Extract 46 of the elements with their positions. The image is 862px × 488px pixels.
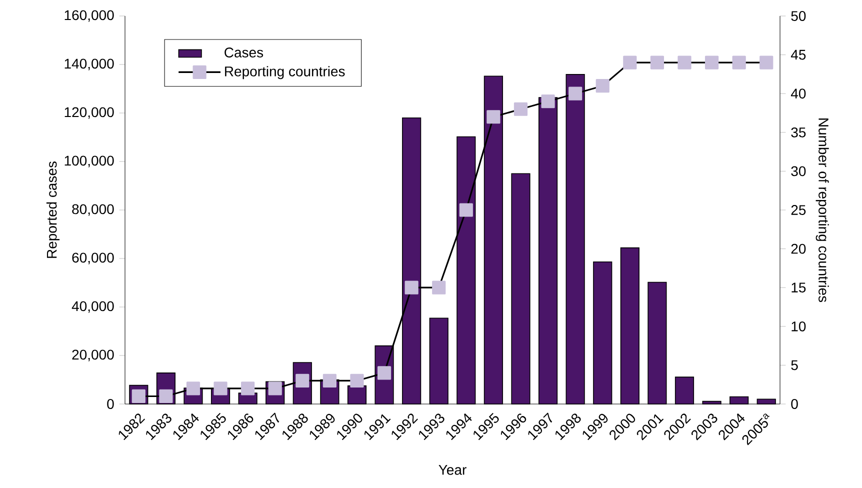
y-axis-title: Reported cases: [46, 162, 60, 258]
y-tick-label: 40,000: [72, 301, 114, 313]
point: [623, 56, 637, 70]
y-tick-label: 20,000: [72, 350, 114, 362]
y-tick-label: 60,000: [72, 252, 114, 264]
legend-label: Cases: [224, 48, 264, 58]
y2-tick-label: 35: [791, 127, 806, 138]
x-axis-title: Year: [438, 465, 466, 475]
y-tick-label: 80,000: [72, 204, 114, 216]
y-tick-label: 140,000: [64, 58, 114, 70]
y-tick-label: 100,000: [64, 156, 114, 168]
point: [650, 56, 664, 70]
point: [322, 374, 336, 388]
y2-axis-title: Number of reporting countries: [816, 118, 829, 302]
y2-tick-label: 40: [790, 88, 806, 99]
y2-tick-label: 0: [791, 399, 798, 409]
y2-tick-label: 5: [791, 360, 798, 370]
point: [241, 382, 255, 396]
y-tick-label: 160,000: [64, 10, 114, 22]
y2-tick-label: 25: [791, 205, 806, 215]
point: [186, 382, 200, 396]
y2-tick-label: 45: [790, 50, 806, 60]
y2-tick-label: 20: [791, 244, 806, 254]
point: [377, 366, 392, 380]
point: [432, 280, 446, 294]
point: [568, 86, 582, 100]
y2-tick-label: 30: [791, 166, 806, 176]
y2-tick-label: 10: [792, 321, 806, 332]
y-tick-label: 0: [107, 399, 114, 409]
y-tick-label: 120,000: [64, 107, 114, 119]
y2-tick-label: 50: [791, 11, 806, 21]
legend-label: Reporting countries: [225, 66, 345, 80]
point: [732, 56, 746, 70]
point: [486, 110, 500, 124]
point: [459, 203, 473, 217]
point: [404, 280, 418, 294]
point: [541, 94, 555, 108]
point: [678, 56, 692, 70]
y2-tick-label: 15: [792, 282, 806, 292]
point: [159, 389, 173, 404]
point: [704, 56, 719, 70]
point: [214, 382, 228, 396]
point: [596, 79, 610, 93]
point: [350, 374, 364, 388]
point: [514, 102, 528, 116]
point: [760, 56, 774, 70]
